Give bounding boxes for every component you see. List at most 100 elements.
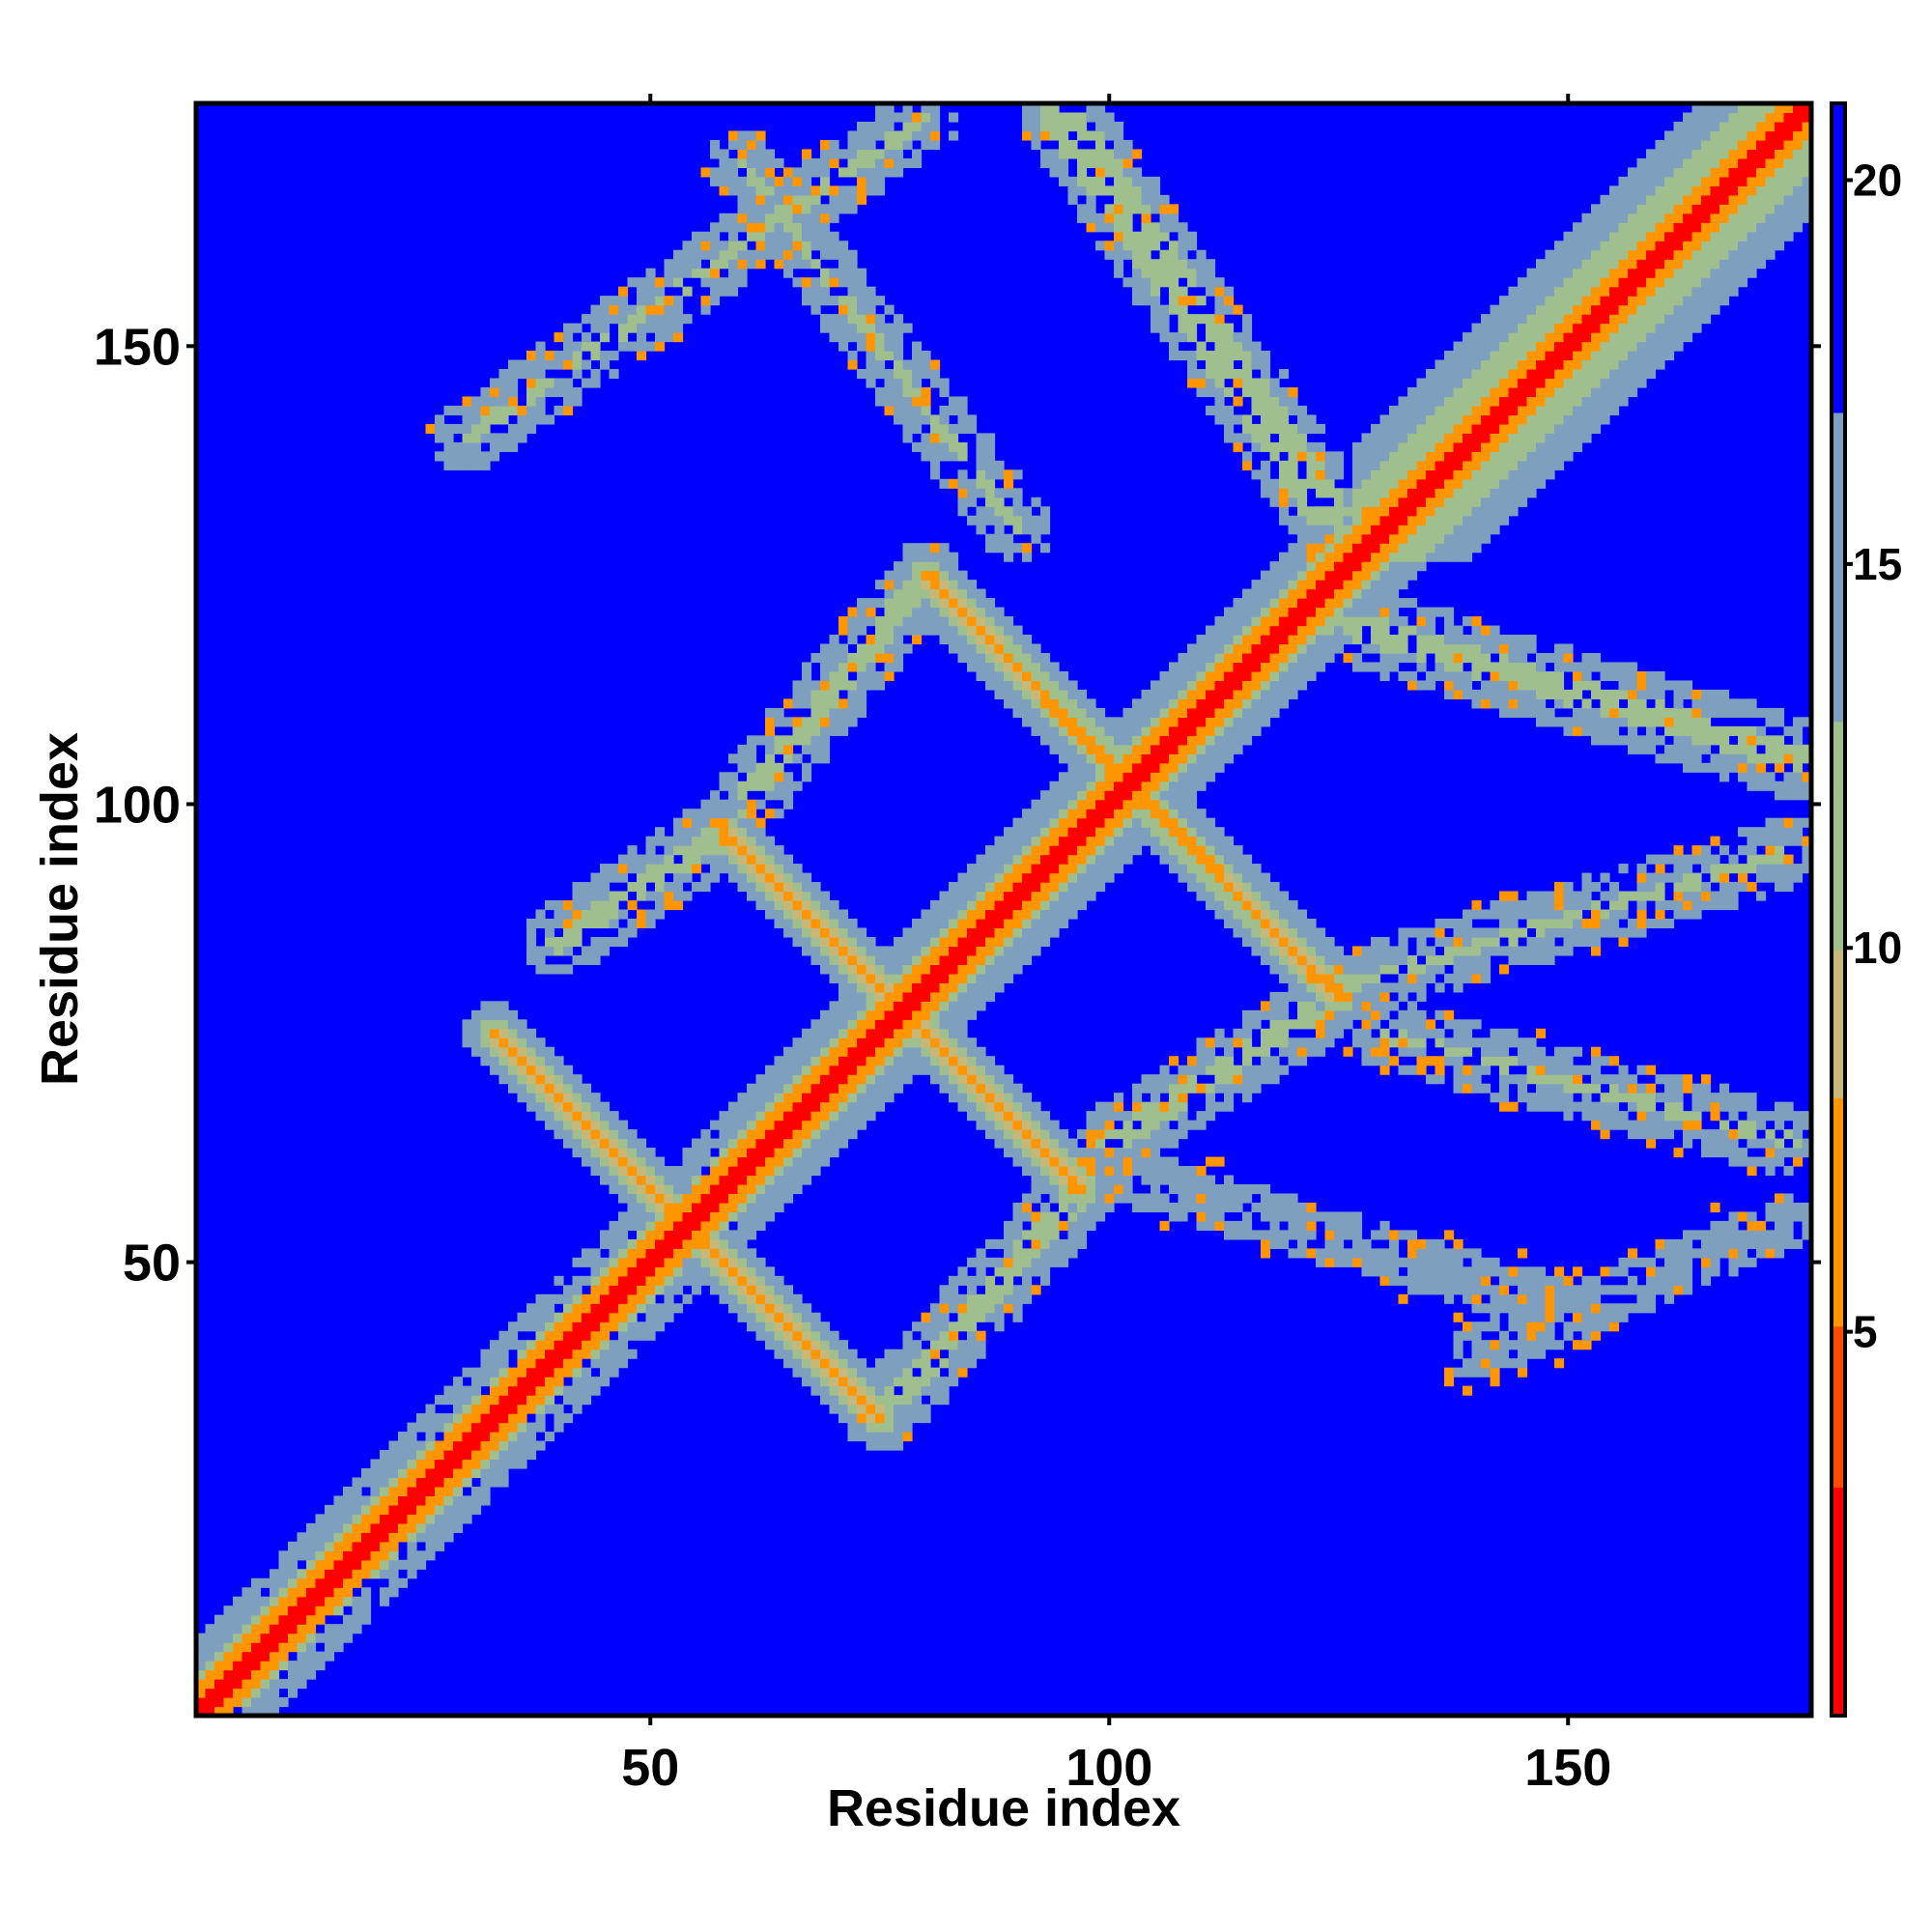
heatmap-cell [1206, 1156, 1216, 1167]
heatmap-cell [398, 1477, 409, 1488]
heatmap-cell [1288, 954, 1298, 965]
heatmap-cell [1463, 1065, 1473, 1075]
heatmap-cell [443, 1477, 454, 1488]
heatmap-cell [810, 1129, 821, 1140]
heatmap-cell [1526, 1266, 1537, 1277]
heatmap-cell [710, 1211, 721, 1222]
heatmap-cell [1490, 1046, 1500, 1057]
heatmap-cell [1756, 753, 1767, 764]
heatmap-cell [1573, 1312, 1583, 1322]
heatmap-cell [1573, 918, 1583, 929]
heatmap-cell [1646, 670, 1657, 682]
heatmap-cell [1151, 1074, 1161, 1085]
heatmap-cell [1453, 1266, 1463, 1277]
heatmap-cell [1398, 670, 1408, 682]
heatmap-cell [838, 991, 849, 1002]
heatmap-cell [884, 1037, 895, 1048]
heatmap-cell [590, 909, 601, 920]
heatmap-cell [1159, 1193, 1170, 1204]
heatmap-cell [582, 918, 592, 929]
heatmap-cell [774, 1074, 784, 1085]
heatmap-cell [352, 1577, 362, 1588]
heatmap-cell [1655, 1238, 1665, 1249]
heatmap-cell [1490, 1037, 1500, 1048]
heatmap-cell [783, 698, 794, 709]
heatmap-cell [1765, 781, 1776, 791]
heatmap-cell [1279, 964, 1290, 975]
heatmap-cell [783, 909, 794, 920]
heatmap-cell [1379, 1046, 1390, 1057]
heatmap-cell [664, 900, 674, 911]
heatmap-cell [645, 1303, 656, 1314]
heatmap-cell [939, 973, 950, 983]
heatmap-cell [1067, 1183, 1078, 1195]
heatmap-cell [1554, 670, 1565, 682]
heatmap-cell [637, 1321, 647, 1332]
heatmap-cell [1269, 1037, 1280, 1048]
heatmap-cell [1664, 854, 1675, 865]
heatmap-cell [1141, 809, 1151, 819]
heatmap-cell [857, 1037, 867, 1048]
heatmap-cell [1114, 799, 1124, 810]
heatmap-cell [1004, 864, 1014, 874]
heatmap-cell [1012, 689, 1023, 699]
heatmap-cell [1775, 1220, 1785, 1231]
heatmap-cell [1012, 1257, 1023, 1267]
heatmap-cell [957, 1074, 968, 1085]
heatmap-cell [517, 1065, 527, 1075]
heatmap-cell [802, 1340, 812, 1350]
heatmap-cell [1646, 717, 1657, 727]
heatmap-cell [361, 1596, 372, 1606]
heatmap-cell [655, 1156, 666, 1167]
heatmap-cell [545, 1083, 555, 1094]
heatmap-cell [453, 1514, 464, 1524]
heatmap-cell [490, 1385, 500, 1396]
heatmap-cell [1178, 790, 1188, 801]
heatmap-cell [692, 1275, 702, 1286]
heatmap-cell [1206, 1037, 1216, 1048]
heatmap-cell [1600, 927, 1610, 938]
heatmap-cell [700, 1148, 711, 1158]
heatmap-cell [682, 1293, 693, 1304]
heatmap-cell [1233, 882, 1243, 893]
heatmap-cell [1710, 1202, 1720, 1213]
heatmap-cell [196, 1633, 207, 1643]
heatmap-cell [1206, 680, 1216, 691]
heatmap-cell [343, 1587, 354, 1598]
heatmap-cell [627, 1330, 638, 1341]
heatmap-cell [462, 1019, 472, 1030]
heatmap-cell [1435, 643, 1445, 654]
heatmap-cell [875, 1395, 886, 1406]
heatmap-cell [1389, 643, 1400, 654]
heatmap-cell [1086, 1111, 1096, 1122]
heatmap-cell [1306, 918, 1317, 929]
heatmap-cell [1526, 698, 1537, 709]
heatmap-cell [1765, 1202, 1776, 1213]
heatmap-cell [1224, 1175, 1235, 1185]
heatmap-cell [242, 1642, 252, 1653]
heatmap-cell [838, 1028, 849, 1038]
heatmap-cell [692, 1202, 702, 1213]
heatmap-cell [637, 854, 647, 865]
heatmap-cell [618, 1183, 629, 1195]
heatmap-cell [1040, 662, 1051, 672]
heatmap-cell [572, 1257, 582, 1267]
heatmap-cell [1683, 753, 1693, 764]
heatmap-cell [1379, 1257, 1390, 1267]
heatmap-cell [1526, 1046, 1537, 1057]
heatmap-cell [471, 1385, 482, 1396]
heatmap-cell [1471, 1074, 1482, 1085]
heatmap-cell [1196, 753, 1207, 764]
heatmap-cell [710, 1220, 721, 1231]
heatmap-cell [554, 900, 564, 911]
heatmap-cell [1728, 1101, 1739, 1112]
heatmap-cell [1059, 1156, 1069, 1167]
heatmap-cell [1747, 1211, 1757, 1222]
heatmap-cell [1536, 1065, 1547, 1075]
heatmap-cell [572, 1367, 582, 1378]
heatmap-cell [1297, 1001, 1308, 1011]
heatmap-cell [1288, 652, 1298, 664]
heatmap-cell [1600, 689, 1610, 699]
heatmap-cell [343, 1569, 354, 1579]
heatmap-cell [1077, 689, 1088, 699]
